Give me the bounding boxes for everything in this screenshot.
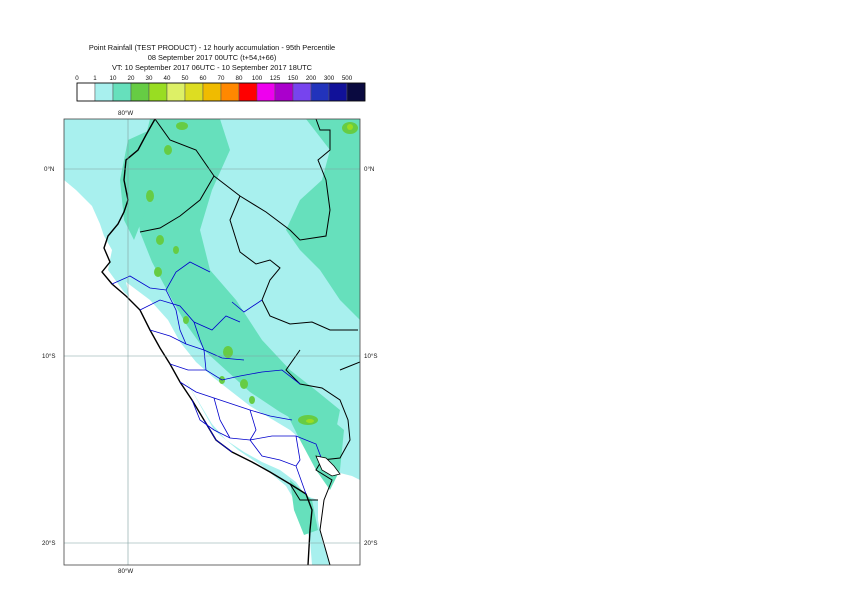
legend-label-2: 10 — [110, 75, 117, 82]
legend-label-7: 60 — [200, 75, 207, 82]
map-frame — [63, 118, 361, 566]
dry-area-coast — [126, 282, 324, 500]
legend-label-4: 30 — [146, 75, 153, 82]
legend-label-1: 1 — [93, 75, 97, 82]
legend-label-13: 200 — [306, 75, 317, 82]
lat-label-10S-right: 10°S — [364, 353, 377, 360]
legend-frame — [76, 82, 366, 102]
lon-label-80W-bottom: 80°W — [118, 568, 133, 575]
legend-label-3: 20 — [128, 75, 135, 82]
dry-streak — [64, 400, 120, 500]
legend-label-8: 70 — [218, 75, 225, 82]
legend-label-6: 50 — [182, 75, 189, 82]
moderate-rain-andes — [136, 119, 340, 440]
legend-label-5: 40 — [164, 75, 171, 82]
title-line-2: 08 September 2017 00UTC (t+54,t+66) — [147, 53, 277, 62]
very-heavy-rain-cells — [306, 124, 353, 423]
lat-label-20S-right: 20°S — [364, 540, 377, 547]
legend-label-0: 0 — [75, 75, 79, 82]
legend-label-9: 80 — [236, 75, 243, 82]
color-legend: 0 1 10 20 30 40 50 60 70 80 100 125 150 200 300 500 — [75, 75, 366, 102]
title-line-3: VT: 10 September 2017 06UTC - 10 Septemb… — [111, 63, 313, 72]
dry-area-ocean — [64, 180, 312, 565]
lat-label-10S-left: 10°S — [42, 353, 55, 360]
dry-area-south — [318, 472, 360, 565]
legend-label-11: 125 — [270, 75, 281, 82]
lake-titicaca — [315, 455, 341, 477]
lon-label-80W-top: 80°W — [118, 110, 133, 117]
lat-label-20S-left: 20°S — [42, 540, 55, 547]
legend-label-14: 300 — [324, 75, 335, 82]
legend-label-15: 500 — [342, 75, 353, 82]
lat-label-0N-left: 0°N — [44, 166, 54, 173]
legend-label-10: 100 — [252, 75, 263, 82]
dry-streak — [64, 300, 100, 345]
lat-label-0N-right: 0°N — [364, 166, 374, 173]
legend-label-12: 150 — [288, 75, 299, 82]
region-boundaries — [111, 261, 323, 495]
graticule — [64, 119, 360, 565]
title-line-1: Point Rainfall (TEST PRODUCT) - 12 hourl… — [88, 43, 336, 52]
chart-title: Point Rainfall (TEST PRODUCT) - 12 hourl… — [0, 43, 424, 73]
country-borders — [101, 119, 360, 565]
